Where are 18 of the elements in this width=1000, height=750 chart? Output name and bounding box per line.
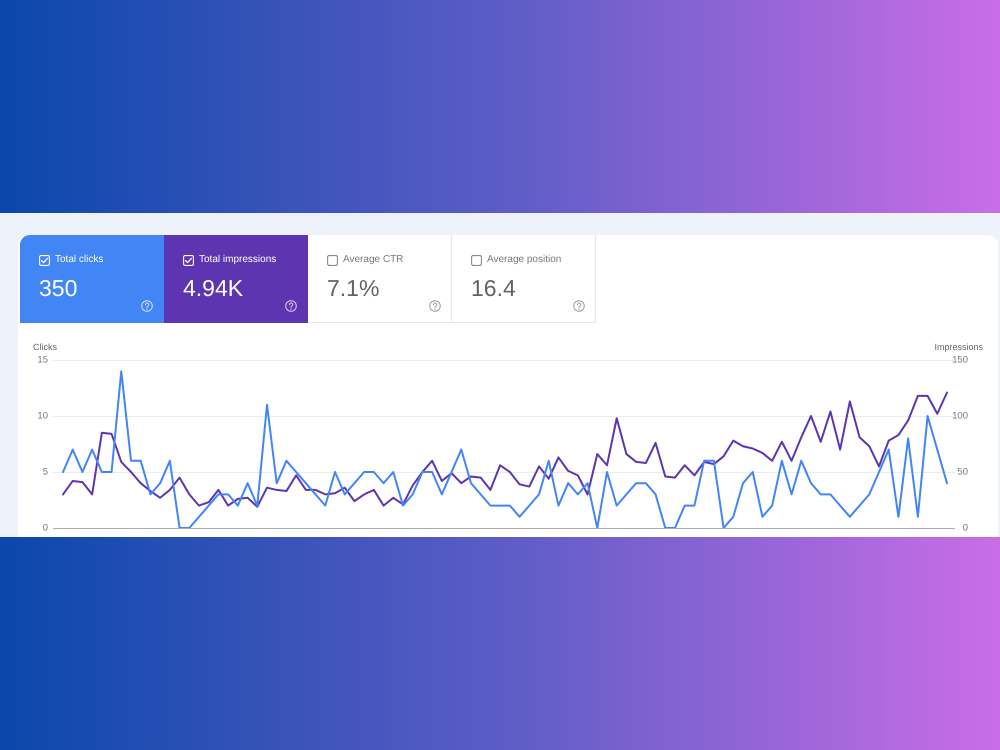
metric-card: Total impressions 4.94K: [164, 235, 308, 323]
metric-card: Average CTR 7.1%: [308, 235, 452, 323]
y2-tick-label: 50: [957, 466, 968, 478]
y2-tick-label: 0: [962, 522, 968, 534]
category-label: Average position: [487, 254, 562, 266]
y2-tick-label: 150: [952, 354, 968, 366]
y-axis-title: Clicks: [33, 342, 58, 352]
y2-tick-label: 100: [952, 410, 968, 422]
y2-axis-title: Impressions: [934, 342, 984, 352]
y-tick-label: 15: [37, 354, 48, 366]
metric-card: Total clicks 350: [20, 235, 164, 323]
y-tick-label: 10: [37, 410, 48, 422]
category-label: Total clicks: [55, 254, 104, 266]
category-label: Average CTR: [343, 254, 404, 266]
metric-card: Average position 16.4: [452, 235, 596, 323]
category-label: Total impressions: [199, 254, 276, 266]
y-tick-label: 0: [42, 522, 48, 534]
y-tick-label: 5: [42, 466, 48, 478]
